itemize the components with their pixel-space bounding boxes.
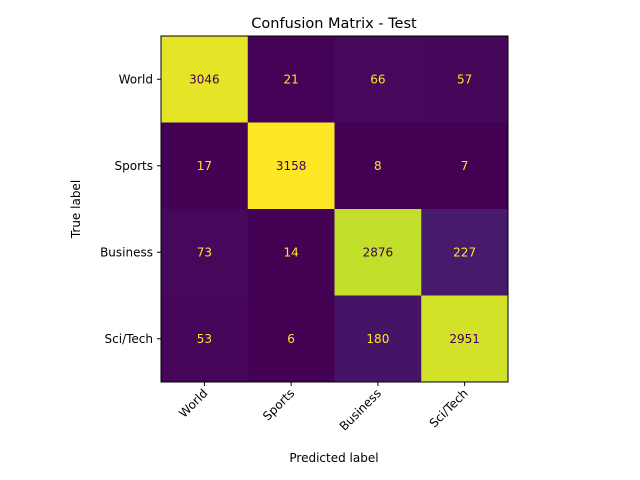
heatmap-cell	[161, 295, 249, 383]
heatmap-cell-value: 3046	[189, 72, 220, 86]
heatmap-cell-value: 73	[197, 245, 212, 259]
x-axis-label: Predicted label	[289, 451, 378, 465]
heatmap-cell	[334, 36, 422, 123]
heatmap-cell-value: 2951	[449, 332, 480, 346]
y-tick-label: Business	[100, 245, 153, 259]
heatmap-cell	[247, 122, 335, 210]
heatmap-cell	[421, 36, 509, 123]
heatmap-cell	[247, 36, 335, 123]
heatmap-cell-value: 6	[287, 332, 295, 346]
heatmap-cell-value: 66	[370, 72, 385, 86]
heatmap-cell	[161, 36, 249, 123]
heatmap-cell-value: 17	[197, 159, 212, 173]
heatmap-cell-value: 14	[283, 245, 298, 259]
heatmap-cell-value: 7	[461, 159, 469, 173]
y-tick-label: Sports	[115, 159, 153, 173]
heatmap-cell-value: 227	[453, 245, 476, 259]
heatmap-cell-labels: 3046 21 66 57 17 3158 8 7 73 14 2876 227 53 6 180 2951	[189, 72, 480, 346]
y-tick-label: Sci/Tech	[105, 332, 153, 346]
heatmap-cell-value: 8	[374, 159, 382, 173]
heatmap-cell	[334, 295, 422, 383]
y-axis-ticks: World Sports Business Sci/Tech	[100, 72, 161, 346]
heatmap-cell	[421, 209, 509, 296]
heatmap-cell	[334, 209, 422, 296]
heatmap-cell-value: 2876	[363, 245, 394, 259]
heatmap-cell	[334, 122, 422, 210]
heatmap-cell-value: 180	[366, 332, 389, 346]
y-tick-label: World	[119, 72, 153, 86]
x-tick-label: Business	[337, 386, 384, 433]
x-tick-label: Sports	[260, 386, 297, 423]
x-axis-ticks: World Sports Business Sci/Tech	[176, 382, 471, 434]
heatmap-cell	[247, 295, 335, 383]
heatmap-cell	[161, 122, 249, 210]
chart-title: Confusion Matrix - Test	[251, 16, 417, 32]
heatmap-cell-value: 53	[197, 332, 212, 346]
heatmap-cell	[421, 122, 509, 210]
x-tick-label: Sci/Tech	[427, 386, 471, 430]
heatmap-cells	[161, 36, 509, 383]
plot-frame	[160, 35, 509, 383]
heatmap-cell-value: 21	[283, 72, 298, 86]
heatmap-cell	[247, 209, 335, 296]
heatmap-cell-value: 57	[457, 72, 472, 86]
y-axis-label: True label	[69, 180, 83, 239]
heatmap-cell-value: 3158	[276, 159, 307, 173]
heatmap-cell	[161, 209, 249, 296]
x-tick-label: World	[176, 386, 210, 420]
heatmap-cell	[421, 295, 509, 383]
